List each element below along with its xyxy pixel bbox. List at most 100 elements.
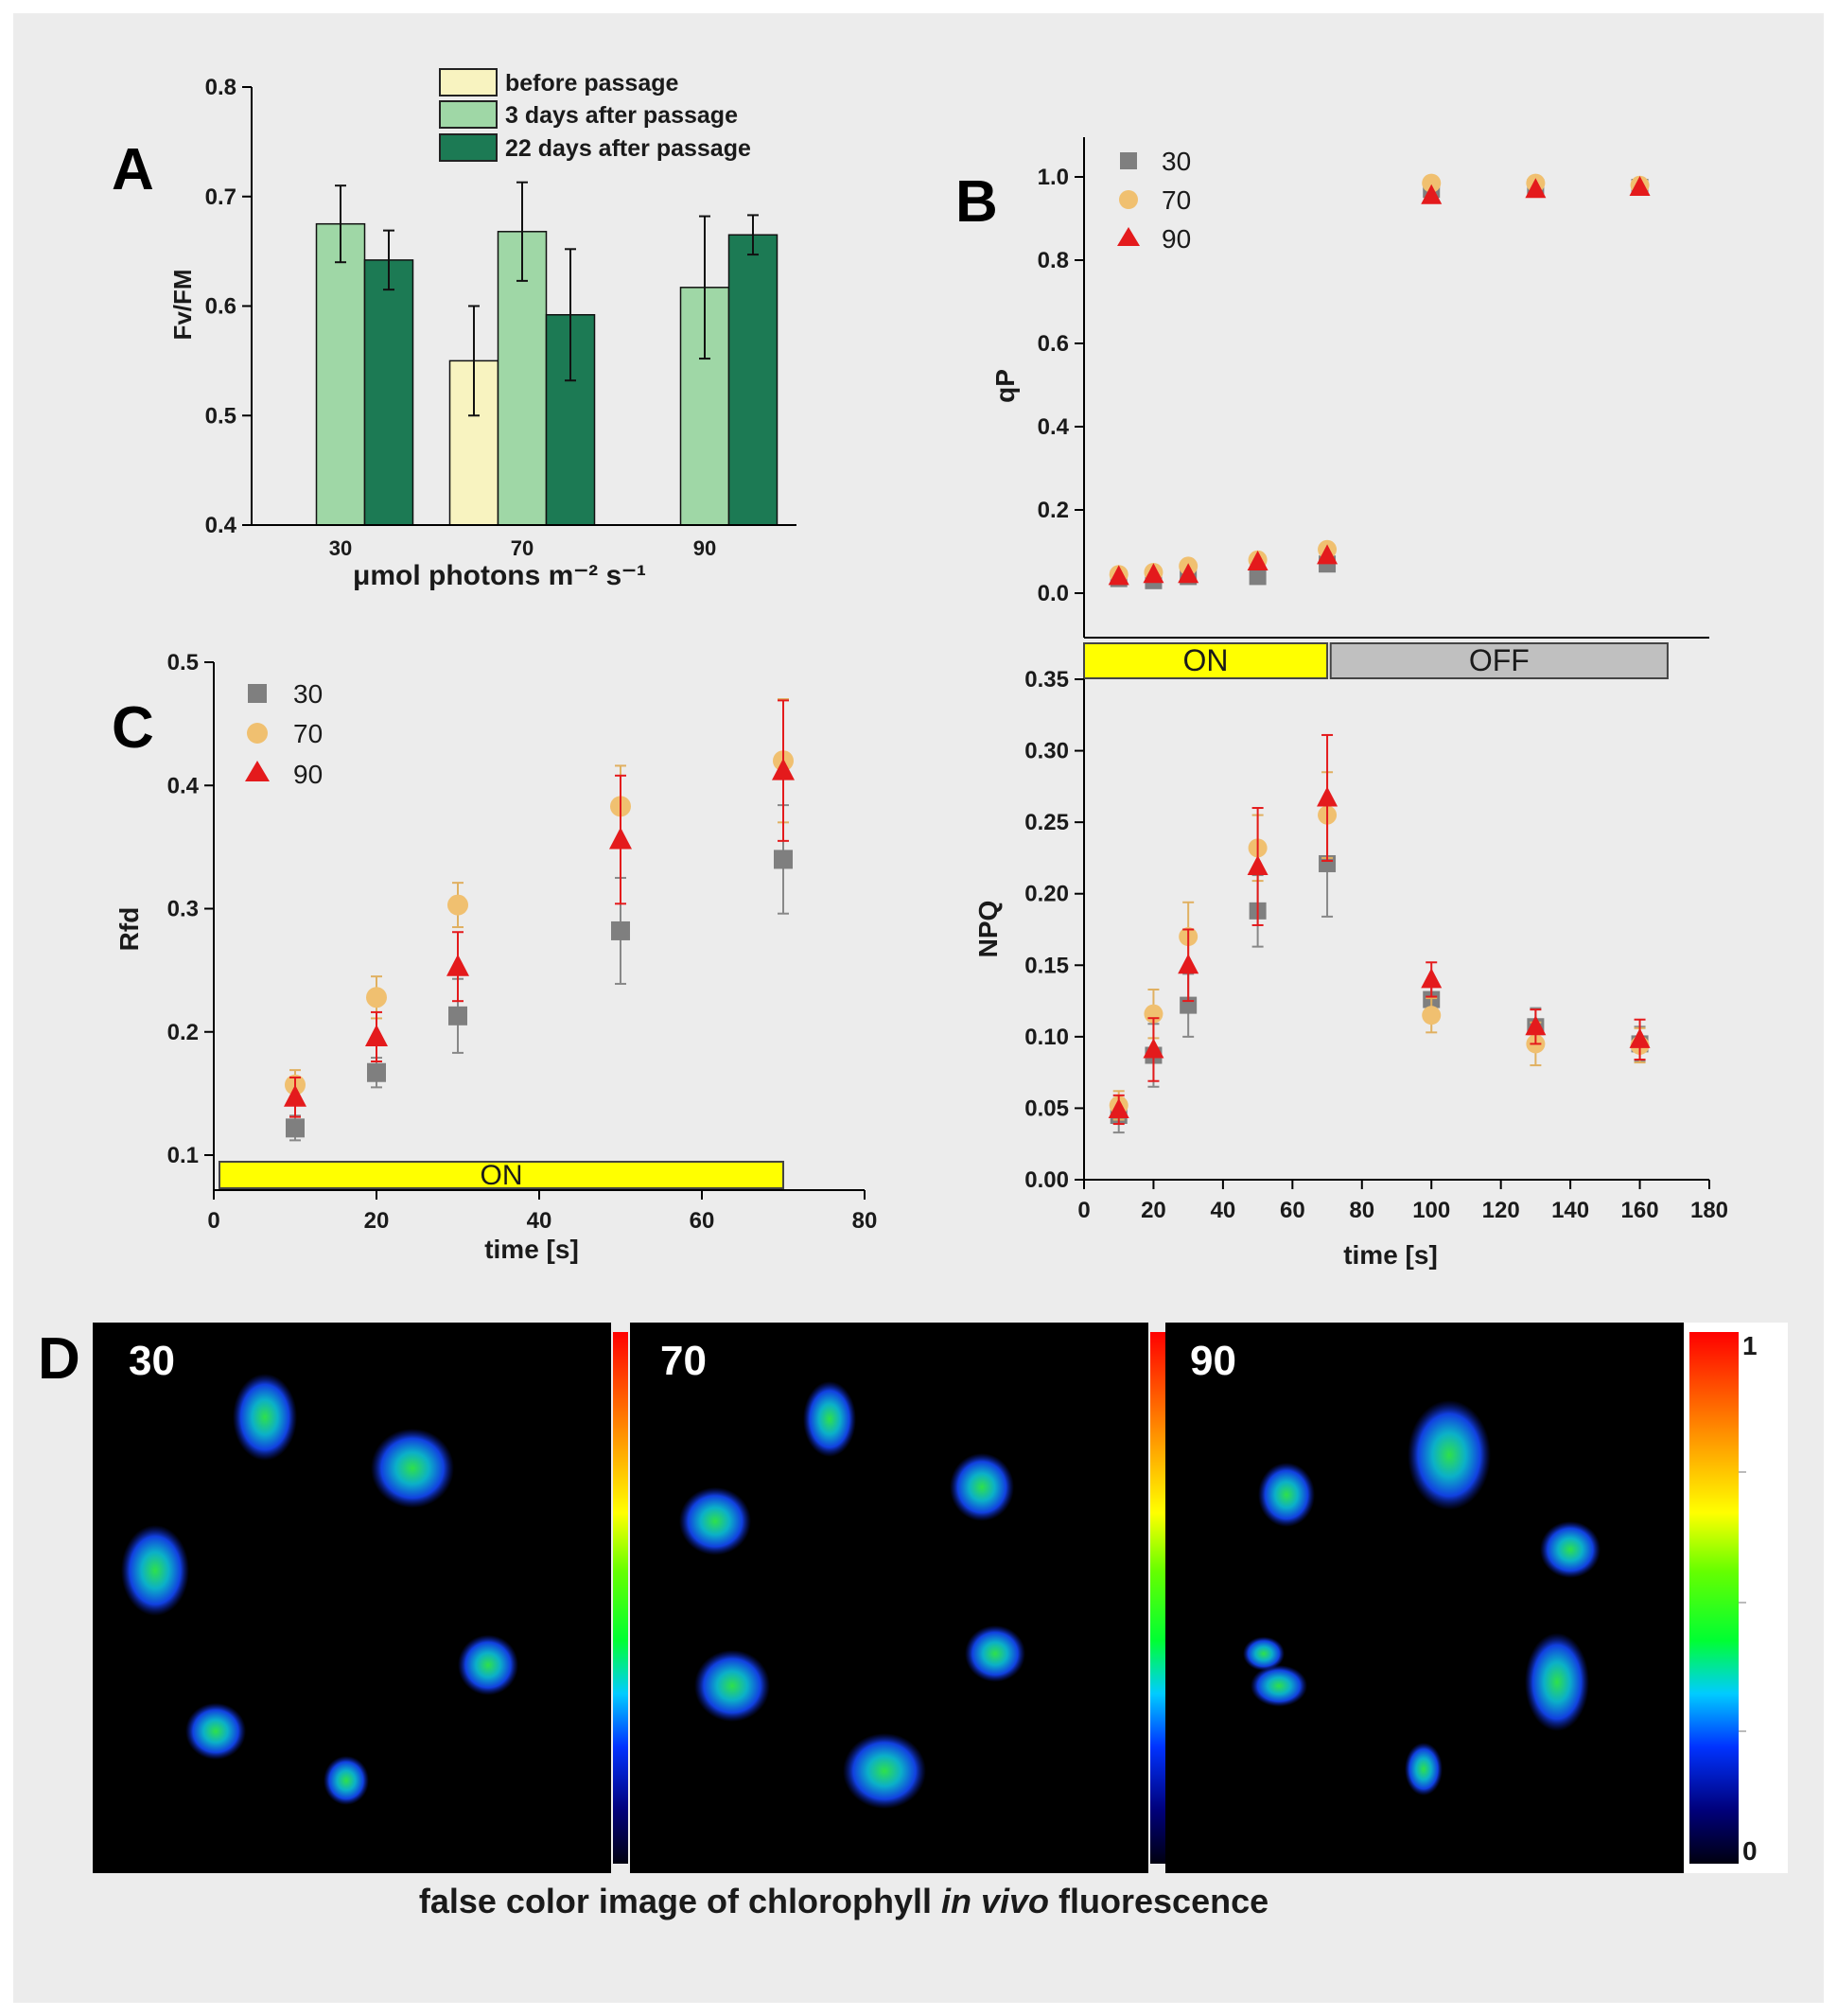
panel-a-x-tick-label: 30: [329, 536, 352, 560]
panel-c-y-tick-label: 0.4: [167, 773, 200, 798]
panel-c-x-tick-label: 20: [364, 1208, 390, 1234]
colony: [324, 1756, 369, 1805]
npq-point-90: [1317, 786, 1338, 807]
npq-point-90: [1247, 854, 1268, 875]
legend-label-90: 90: [1162, 224, 1191, 254]
colony: [1540, 1521, 1601, 1578]
caption-italic: in vivo: [941, 1882, 1049, 1920]
rfd-point-70: [366, 987, 387, 1008]
panel-b-qp-y-tick-label: 0.4: [1038, 414, 1070, 440]
colorbar-min-label: 0: [1742, 1836, 1758, 1866]
npq-point-90: [1108, 1097, 1129, 1118]
light-bar-label-on: ON: [1183, 643, 1229, 677]
npq-point-30: [1319, 854, 1337, 872]
panel-label-d: D: [38, 1326, 80, 1392]
panel-b-npq-y-tick-label: 0.00: [1024, 1167, 1069, 1193]
qp-point-70: [1422, 173, 1442, 193]
legend-swatch-before-passage: [439, 68, 498, 96]
panel-c-y-tick-label: 0.5: [167, 650, 199, 675]
legend-label-90: 90: [293, 760, 323, 789]
colony: [1258, 1463, 1315, 1527]
panel-b-npq-y-tick-label: 0.10: [1024, 1025, 1069, 1050]
panel-c-marks: [284, 698, 795, 1142]
qp-point-90: [1317, 544, 1338, 565]
panel-a-y-label: Fv/FM: [168, 269, 197, 340]
panel-c-y-tick-label: 0.1: [167, 1143, 199, 1168]
legend-marker-30: [1120, 152, 1137, 169]
panel-a-y-tick-label: 0.4: [205, 513, 237, 538]
colorbar-ticks: [1739, 1471, 1746, 1732]
panel-b-npq-y-tick-label: 0.15: [1024, 953, 1069, 978]
panel-a-bar-chart: 0.4 0.5 0.6 0.7 0.8 30 70 90 Fv/FM μmol photon…: [168, 68, 796, 591]
legend-swatch-3-days-after-passage: [439, 100, 498, 129]
panel-label-a: A: [112, 137, 154, 202]
image-title-30: 30: [129, 1338, 175, 1384]
panel-c-y-ticks: 0.1 0.2 0.3 0.4 0.5: [167, 650, 214, 1168]
legend-label-22-days-after-passage: 22 days after passage: [505, 135, 751, 162]
panel-label-c: C: [112, 695, 154, 761]
panel-a-x-tick-label: 70: [511, 536, 534, 560]
panel-b-qp-y-tick-label: 0.6: [1038, 331, 1069, 357]
panel-b-qp-y-ticks: 0.0 0.2 0.4 0.6 0.8 1.0: [1038, 165, 1084, 606]
qp-point-30: [1249, 568, 1267, 586]
colorbar-strip-70: [1150, 1332, 1165, 1864]
panel-b-npq-x-tick-label: 60: [1280, 1198, 1305, 1223]
rfd-point-90: [772, 758, 795, 780]
panel-c-x-tick-label: 60: [690, 1208, 715, 1234]
rfd-point-30: [367, 1062, 386, 1082]
qp-point-90: [1108, 565, 1129, 586]
panel-b-npq-x-label: time [s]: [1343, 1240, 1438, 1270]
panel-c-x-ticks: 0 20 40 60 80: [207, 1190, 877, 1234]
colorbar: [1689, 1332, 1739, 1864]
panel-b-npq-y-tick-label: 0.30: [1024, 739, 1069, 764]
panel-b-npq-x-tick-label: 0: [1077, 1198, 1090, 1223]
colony: [803, 1381, 856, 1457]
panel-label-b: B: [955, 169, 998, 235]
light-bar-label-off: OFF: [1469, 643, 1530, 677]
panel-a-x-ticks: 30 70 90: [329, 536, 716, 560]
rfd-point-90: [609, 827, 632, 850]
rfd-point-30: [286, 1118, 305, 1138]
panel-c-x-tick-label: 0: [207, 1208, 219, 1234]
panel-d-caption: false color image of chlorophyll in vivo…: [419, 1882, 1268, 1920]
panel-c-x-tick-label: 80: [852, 1208, 878, 1234]
panel-c-y-tick-label: 0.2: [167, 1020, 199, 1045]
rfd-point-90: [446, 954, 469, 976]
panel-c-light-bar: ON: [219, 1160, 784, 1191]
rfd-point-30: [448, 1006, 467, 1026]
legend-marker-70: [1119, 190, 1138, 209]
panel-b-charts: 0.0 0.2 0.4 0.6 0.8 1.0 qP 30 70 90 ON OFF 0.0…: [973, 137, 1728, 1270]
colony: [694, 1650, 770, 1722]
rfd-point-90: [365, 1024, 388, 1046]
legend-label-70: 70: [1162, 185, 1191, 215]
npq-point-90: [1629, 1027, 1651, 1048]
panel-b-npq-x-tick-label: 80: [1349, 1198, 1374, 1223]
panel-a-y-tick-label: 0.5: [205, 403, 236, 429]
panel-b-npq-x-tick-label: 40: [1211, 1198, 1236, 1223]
npq-point-90: [1421, 968, 1443, 989]
bar-22-days-after-passage-30: [363, 259, 414, 526]
panel-b-npq-x-tick-label: 100: [1412, 1198, 1450, 1223]
panel-b-qp-y-tick-label: 0.8: [1038, 248, 1069, 273]
panel-a-y-ticks: 0.4 0.5 0.6 0.7 0.8: [205, 75, 252, 538]
light-bar-on: [1083, 642, 1329, 679]
panel-b-qp-marks: [1108, 173, 1651, 589]
colony: [121, 1525, 189, 1616]
qp-point-90: [1629, 176, 1651, 196]
panel-b-npq-x-tick-label: 180: [1690, 1198, 1728, 1223]
caption-part-1: false color image of chlorophyll: [419, 1882, 941, 1920]
caption-part-2: fluorescence: [1049, 1882, 1268, 1920]
rfd-point-90: [284, 1084, 306, 1107]
panel-a-y-tick-label: 0.6: [205, 294, 236, 320]
panel-b-npq-y-ticks: 0.00 0.05 0.10 0.15 0.20 0.25 0.30 0.35: [1024, 667, 1084, 1193]
panel-a-marks: [315, 181, 779, 526]
qp-point-90: [1421, 184, 1443, 204]
bar-22-days-after-passage-90: [727, 234, 779, 526]
qp-point-90: [1525, 178, 1547, 199]
colony: [965, 1625, 1025, 1682]
qp-point-90: [1143, 563, 1164, 584]
light-bar-on: [219, 1161, 784, 1189]
panel-c-x-tick-label: 40: [527, 1208, 552, 1234]
colorbar-max-label: 1: [1742, 1331, 1758, 1360]
